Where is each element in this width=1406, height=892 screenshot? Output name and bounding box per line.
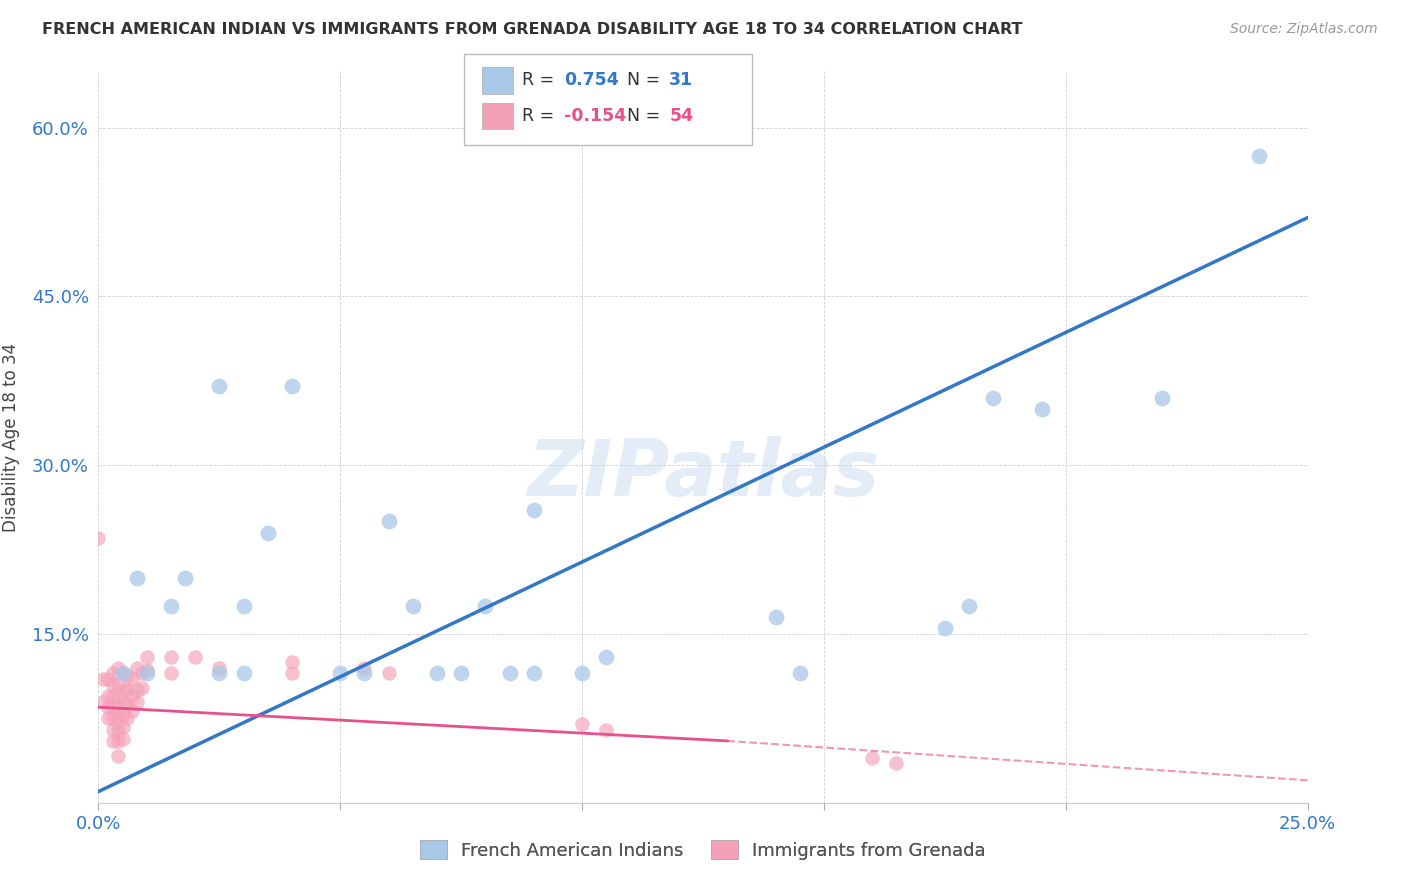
- Text: ZIPatlas: ZIPatlas: [527, 435, 879, 512]
- Point: [111, 720, 134, 734]
- Text: FRENCH AMERICAN INDIAN VS IMMIGRANTS FROM GRENADA DISABILITY AGE 18 TO 34 CORREL: FRENCH AMERICAN INDIAN VS IMMIGRANTS FRO…: [42, 22, 1022, 37]
- Text: R =: R =: [522, 107, 560, 125]
- Point: [595, 723, 617, 737]
- Point: [97, 711, 120, 725]
- Point: [101, 723, 124, 737]
- Point: [107, 723, 129, 737]
- Point: [127, 661, 149, 675]
- Point: [450, 666, 472, 681]
- Text: 31: 31: [669, 71, 693, 89]
- Point: [174, 571, 197, 585]
- Point: [232, 666, 254, 681]
- Point: [860, 751, 883, 765]
- Text: 0.754: 0.754: [564, 71, 619, 89]
- Point: [256, 525, 278, 540]
- Point: [377, 515, 399, 529]
- Point: [107, 689, 129, 703]
- Point: [107, 748, 129, 763]
- Point: [353, 666, 375, 681]
- Text: R =: R =: [522, 71, 560, 89]
- Point: [934, 621, 956, 635]
- Point: [107, 711, 129, 725]
- Point: [111, 666, 134, 681]
- Point: [101, 734, 124, 748]
- Point: [1152, 391, 1174, 405]
- Legend: French American Indians, Immigrants from Grenada: French American Indians, Immigrants from…: [413, 832, 993, 867]
- Text: N =: N =: [627, 107, 666, 125]
- Point: [101, 700, 124, 714]
- Point: [101, 711, 124, 725]
- Point: [160, 649, 183, 664]
- Point: [184, 649, 207, 664]
- Point: [1031, 401, 1053, 416]
- Point: [121, 672, 143, 686]
- Point: [886, 756, 908, 771]
- Point: [377, 666, 399, 681]
- Point: [571, 717, 593, 731]
- Point: [117, 668, 139, 682]
- Point: [426, 666, 449, 681]
- Point: [595, 649, 617, 664]
- Point: [111, 683, 134, 698]
- Point: [111, 666, 134, 681]
- Point: [135, 663, 157, 677]
- Point: [117, 697, 139, 711]
- Point: [523, 666, 546, 681]
- Point: [208, 666, 231, 681]
- Point: [131, 666, 153, 681]
- Text: 54: 54: [669, 107, 693, 125]
- Point: [117, 711, 139, 725]
- Point: [281, 655, 304, 669]
- Point: [329, 666, 352, 681]
- Point: [107, 734, 129, 748]
- Point: [111, 708, 134, 723]
- Point: [160, 666, 183, 681]
- Point: [117, 683, 139, 698]
- Point: [111, 694, 134, 708]
- Point: [1249, 149, 1271, 163]
- Point: [111, 731, 134, 746]
- Y-axis label: Disability Age 18 to 34: Disability Age 18 to 34: [3, 343, 21, 532]
- Point: [127, 571, 149, 585]
- Text: -0.154: -0.154: [564, 107, 626, 125]
- Point: [127, 694, 149, 708]
- Point: [135, 649, 157, 664]
- Point: [107, 678, 129, 692]
- Point: [131, 681, 153, 695]
- Point: [107, 661, 129, 675]
- Point: [281, 379, 304, 393]
- Point: [232, 599, 254, 613]
- Point: [101, 678, 124, 692]
- Point: [789, 666, 811, 681]
- Point: [91, 672, 114, 686]
- Point: [121, 689, 143, 703]
- Point: [765, 610, 787, 624]
- Point: [571, 666, 593, 681]
- Point: [107, 700, 129, 714]
- Point: [91, 694, 114, 708]
- Point: [208, 379, 231, 393]
- Text: Source: ZipAtlas.com: Source: ZipAtlas.com: [1230, 22, 1378, 37]
- Point: [160, 599, 183, 613]
- Point: [127, 683, 149, 698]
- Point: [101, 666, 124, 681]
- Point: [498, 666, 520, 681]
- Point: [101, 689, 124, 703]
- Text: N =: N =: [627, 71, 666, 89]
- Point: [474, 599, 496, 613]
- Point: [523, 503, 546, 517]
- Point: [981, 391, 1004, 405]
- Point: [97, 700, 120, 714]
- Point: [957, 599, 980, 613]
- Point: [87, 532, 110, 546]
- Point: [97, 689, 120, 703]
- Point: [353, 661, 375, 675]
- Point: [208, 661, 231, 675]
- Point: [121, 704, 143, 718]
- Point: [135, 666, 157, 681]
- Point: [281, 666, 304, 681]
- Point: [402, 599, 425, 613]
- Point: [97, 672, 120, 686]
